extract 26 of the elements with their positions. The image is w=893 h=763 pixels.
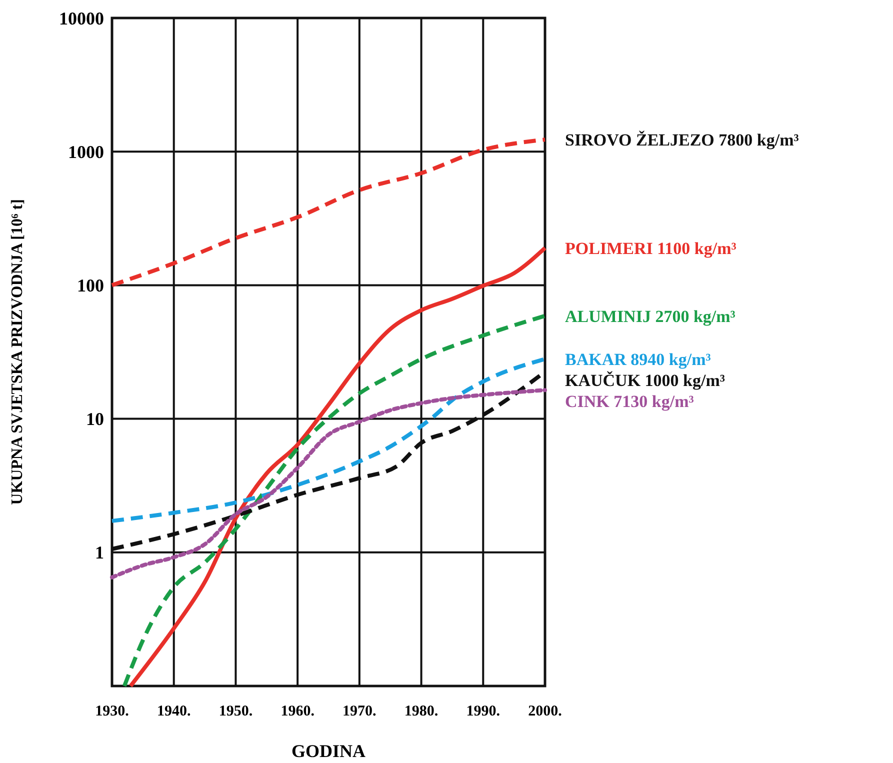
x-tick-label: 1960.: [280, 703, 315, 720]
y-axis-title: UKUPNA SVJETSKA PRIZVODNJA [10⁶ t]: [9, 199, 26, 505]
series-label: POLIMERI 1100 kg/m³: [565, 238, 736, 258]
y-tick-label: 1: [95, 542, 104, 563]
line-series: [122, 314, 547, 688]
series-label: KAUČUK 1000 kg/m³: [565, 371, 725, 390]
series-label: CINK 7130 kg/m³: [565, 392, 694, 412]
line-series: [110, 388, 547, 580]
x-tick-label: 1930.: [95, 703, 130, 720]
y-tick-label: 10000: [59, 8, 104, 28]
x-axis-title: GODINA: [291, 741, 366, 761]
x-tick-label: 1990.: [466, 703, 500, 720]
x-tick-label: 1950.: [218, 703, 253, 720]
y-tick-label: 10: [86, 409, 104, 430]
x-tick-label: 1970.: [342, 703, 377, 720]
series-label: ALUMINIJ 2700 kg/m³: [565, 306, 736, 326]
y-tick-label: 100: [77, 276, 104, 296]
line-series: [110, 138, 547, 288]
y-tick-label: 1000: [68, 142, 104, 162]
x-tick-label: 1980.: [404, 703, 438, 720]
x-tick-label: 1940.: [156, 703, 191, 720]
line-series: [110, 357, 547, 523]
series-label: SIROVO ŽELJEZO 7800 kg/m³: [565, 130, 799, 150]
series-label: BAKAR 8940 kg/m³: [565, 350, 711, 370]
line-series: [128, 246, 547, 688]
x-tick-label: 2000.: [528, 703, 562, 720]
